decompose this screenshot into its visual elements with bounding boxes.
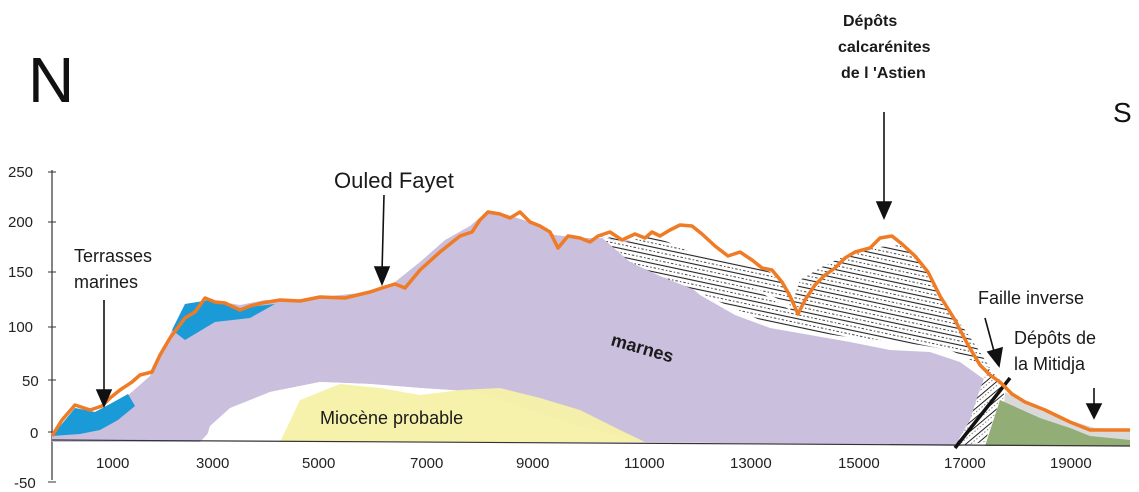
- arrow: [1085, 388, 1103, 420]
- y-tick-label: 150: [8, 264, 33, 281]
- mitidja-label-line: la Mitidja: [1014, 354, 1086, 374]
- astien-label-line: Dépôts: [843, 13, 897, 30]
- fault-wedge: [955, 368, 1005, 446]
- arrow: [875, 112, 893, 220]
- miocene-layer: [280, 384, 645, 442]
- ouled-fayet-label: Ouled Fayet: [334, 168, 454, 193]
- x-tick-label: 19000: [1050, 455, 1092, 472]
- miocene-label: Miocène probable: [320, 408, 463, 428]
- x-tick-label: 9000: [516, 455, 549, 472]
- x-axis: [51, 439, 1131, 447]
- north-label: N: [28, 44, 74, 116]
- y-tick-label: 200: [8, 214, 33, 231]
- mitidja-label-line: Dépôts de: [1014, 328, 1096, 348]
- y-tick-label: 250: [8, 164, 33, 181]
- x-tick-label: 3000: [196, 455, 229, 472]
- astien-deposits: [598, 232, 795, 308]
- arrow: [373, 194, 391, 287]
- terrasses-label-line: Terrasses: [74, 246, 152, 266]
- arrow: [984, 317, 1003, 368]
- y-tick-label: 100: [8, 319, 33, 336]
- faille-label: Faille inverse: [978, 288, 1084, 308]
- terrasses-label-line: marines: [74, 272, 138, 292]
- x-tick-label: 1000: [96, 455, 129, 472]
- y-tick-label: 50: [22, 373, 39, 390]
- x-tick-label: 11000: [624, 455, 665, 472]
- south-label: S: [1113, 97, 1132, 128]
- y-tick-label: 0: [30, 425, 38, 442]
- x-tick-label: 13000: [730, 455, 772, 472]
- reverse-fault: [953, 376, 1012, 450]
- terrasses-layer: [52, 394, 135, 436]
- x-tick-label: 5000: [302, 455, 335, 472]
- mitidja-layer: [985, 400, 1130, 446]
- x-tick-label: 7000: [410, 455, 443, 472]
- x-tick-label: 17000: [944, 455, 986, 472]
- y-ticks: [48, 171, 56, 483]
- arrow: [95, 300, 113, 408]
- astien-deposits: [600, 236, 990, 368]
- topographic-profile: [50, 210, 1130, 437]
- astien-label-line: calcarénites: [838, 39, 931, 56]
- y-tick-label: -50: [14, 475, 36, 492]
- marnes-layer: [52, 213, 1000, 446]
- x-tick-label: 15000: [838, 455, 880, 472]
- astien-label-line: de l 'Astien: [841, 65, 926, 82]
